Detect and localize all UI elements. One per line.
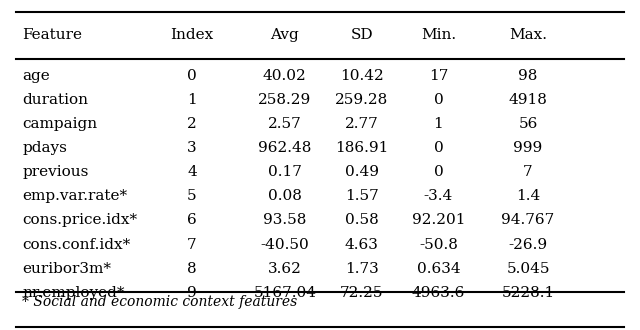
Text: 2.57: 2.57 (268, 117, 301, 131)
Text: 1: 1 (187, 93, 197, 107)
Text: 0.17: 0.17 (268, 165, 301, 179)
Text: 186.91: 186.91 (335, 141, 388, 155)
Text: emp.var.rate*: emp.var.rate* (22, 189, 127, 203)
Text: 0: 0 (433, 93, 444, 107)
Text: pdays: pdays (22, 141, 67, 155)
Text: 3: 3 (187, 141, 197, 155)
Text: 5: 5 (187, 189, 197, 203)
Text: 17: 17 (429, 69, 448, 83)
Text: 7: 7 (187, 238, 197, 251)
Text: 962.48: 962.48 (258, 141, 312, 155)
Text: 0: 0 (433, 165, 444, 179)
Text: cons.price.idx*: cons.price.idx* (22, 214, 138, 227)
Text: 5.045: 5.045 (506, 262, 550, 276)
Text: euribor3m*: euribor3m* (22, 262, 111, 276)
Text: 94.767: 94.767 (501, 214, 555, 227)
Text: 93.58: 93.58 (263, 214, 307, 227)
Text: 72.25: 72.25 (340, 286, 383, 300)
Text: -3.4: -3.4 (424, 189, 453, 203)
Text: 0.634: 0.634 (417, 262, 460, 276)
Text: 0.08: 0.08 (268, 189, 301, 203)
Text: 92.201: 92.201 (412, 214, 465, 227)
Text: 10.42: 10.42 (340, 69, 383, 83)
Text: 4.63: 4.63 (345, 238, 378, 251)
Text: 1.73: 1.73 (345, 262, 378, 276)
Text: 6: 6 (187, 214, 197, 227)
Text: 1: 1 (433, 117, 444, 131)
Text: 2: 2 (187, 117, 197, 131)
Text: 5167.04: 5167.04 (253, 286, 316, 300)
Text: 4918: 4918 (509, 93, 547, 107)
Text: 7: 7 (523, 165, 533, 179)
Text: campaign: campaign (22, 117, 97, 131)
Text: 0.49: 0.49 (344, 165, 379, 179)
Text: Min.: Min. (421, 28, 456, 42)
Text: previous: previous (22, 165, 89, 179)
Text: 98: 98 (518, 69, 538, 83)
Text: cons.conf.idx*: cons.conf.idx* (22, 238, 131, 251)
Text: 1.4: 1.4 (516, 189, 540, 203)
Text: nr.employed*: nr.employed* (22, 286, 125, 300)
Text: Avg: Avg (271, 28, 299, 42)
Text: 9: 9 (187, 286, 197, 300)
Text: -40.50: -40.50 (260, 238, 309, 251)
Text: Index: Index (170, 28, 214, 42)
Text: 0: 0 (433, 141, 444, 155)
Text: 56: 56 (518, 117, 538, 131)
Text: -50.8: -50.8 (419, 238, 458, 251)
Text: SD: SD (350, 28, 373, 42)
Text: 5228.1: 5228.1 (501, 286, 555, 300)
Text: 1.57: 1.57 (345, 189, 378, 203)
Text: 40.02: 40.02 (263, 69, 307, 83)
Text: 999: 999 (513, 141, 543, 155)
Text: 8: 8 (187, 262, 197, 276)
Text: 4: 4 (187, 165, 197, 179)
Text: 0: 0 (187, 69, 197, 83)
Text: 259.28: 259.28 (335, 93, 388, 107)
Text: * Social and economic context features: * Social and economic context features (22, 295, 298, 309)
Text: -26.9: -26.9 (508, 238, 548, 251)
Text: 4963.6: 4963.6 (412, 286, 465, 300)
Text: 3.62: 3.62 (268, 262, 301, 276)
Text: 2.77: 2.77 (345, 117, 378, 131)
Text: 258.29: 258.29 (258, 93, 312, 107)
Text: Max.: Max. (509, 28, 547, 42)
Text: age: age (22, 69, 50, 83)
Text: duration: duration (22, 93, 88, 107)
Text: 0.58: 0.58 (345, 214, 378, 227)
Text: Feature: Feature (22, 28, 83, 42)
